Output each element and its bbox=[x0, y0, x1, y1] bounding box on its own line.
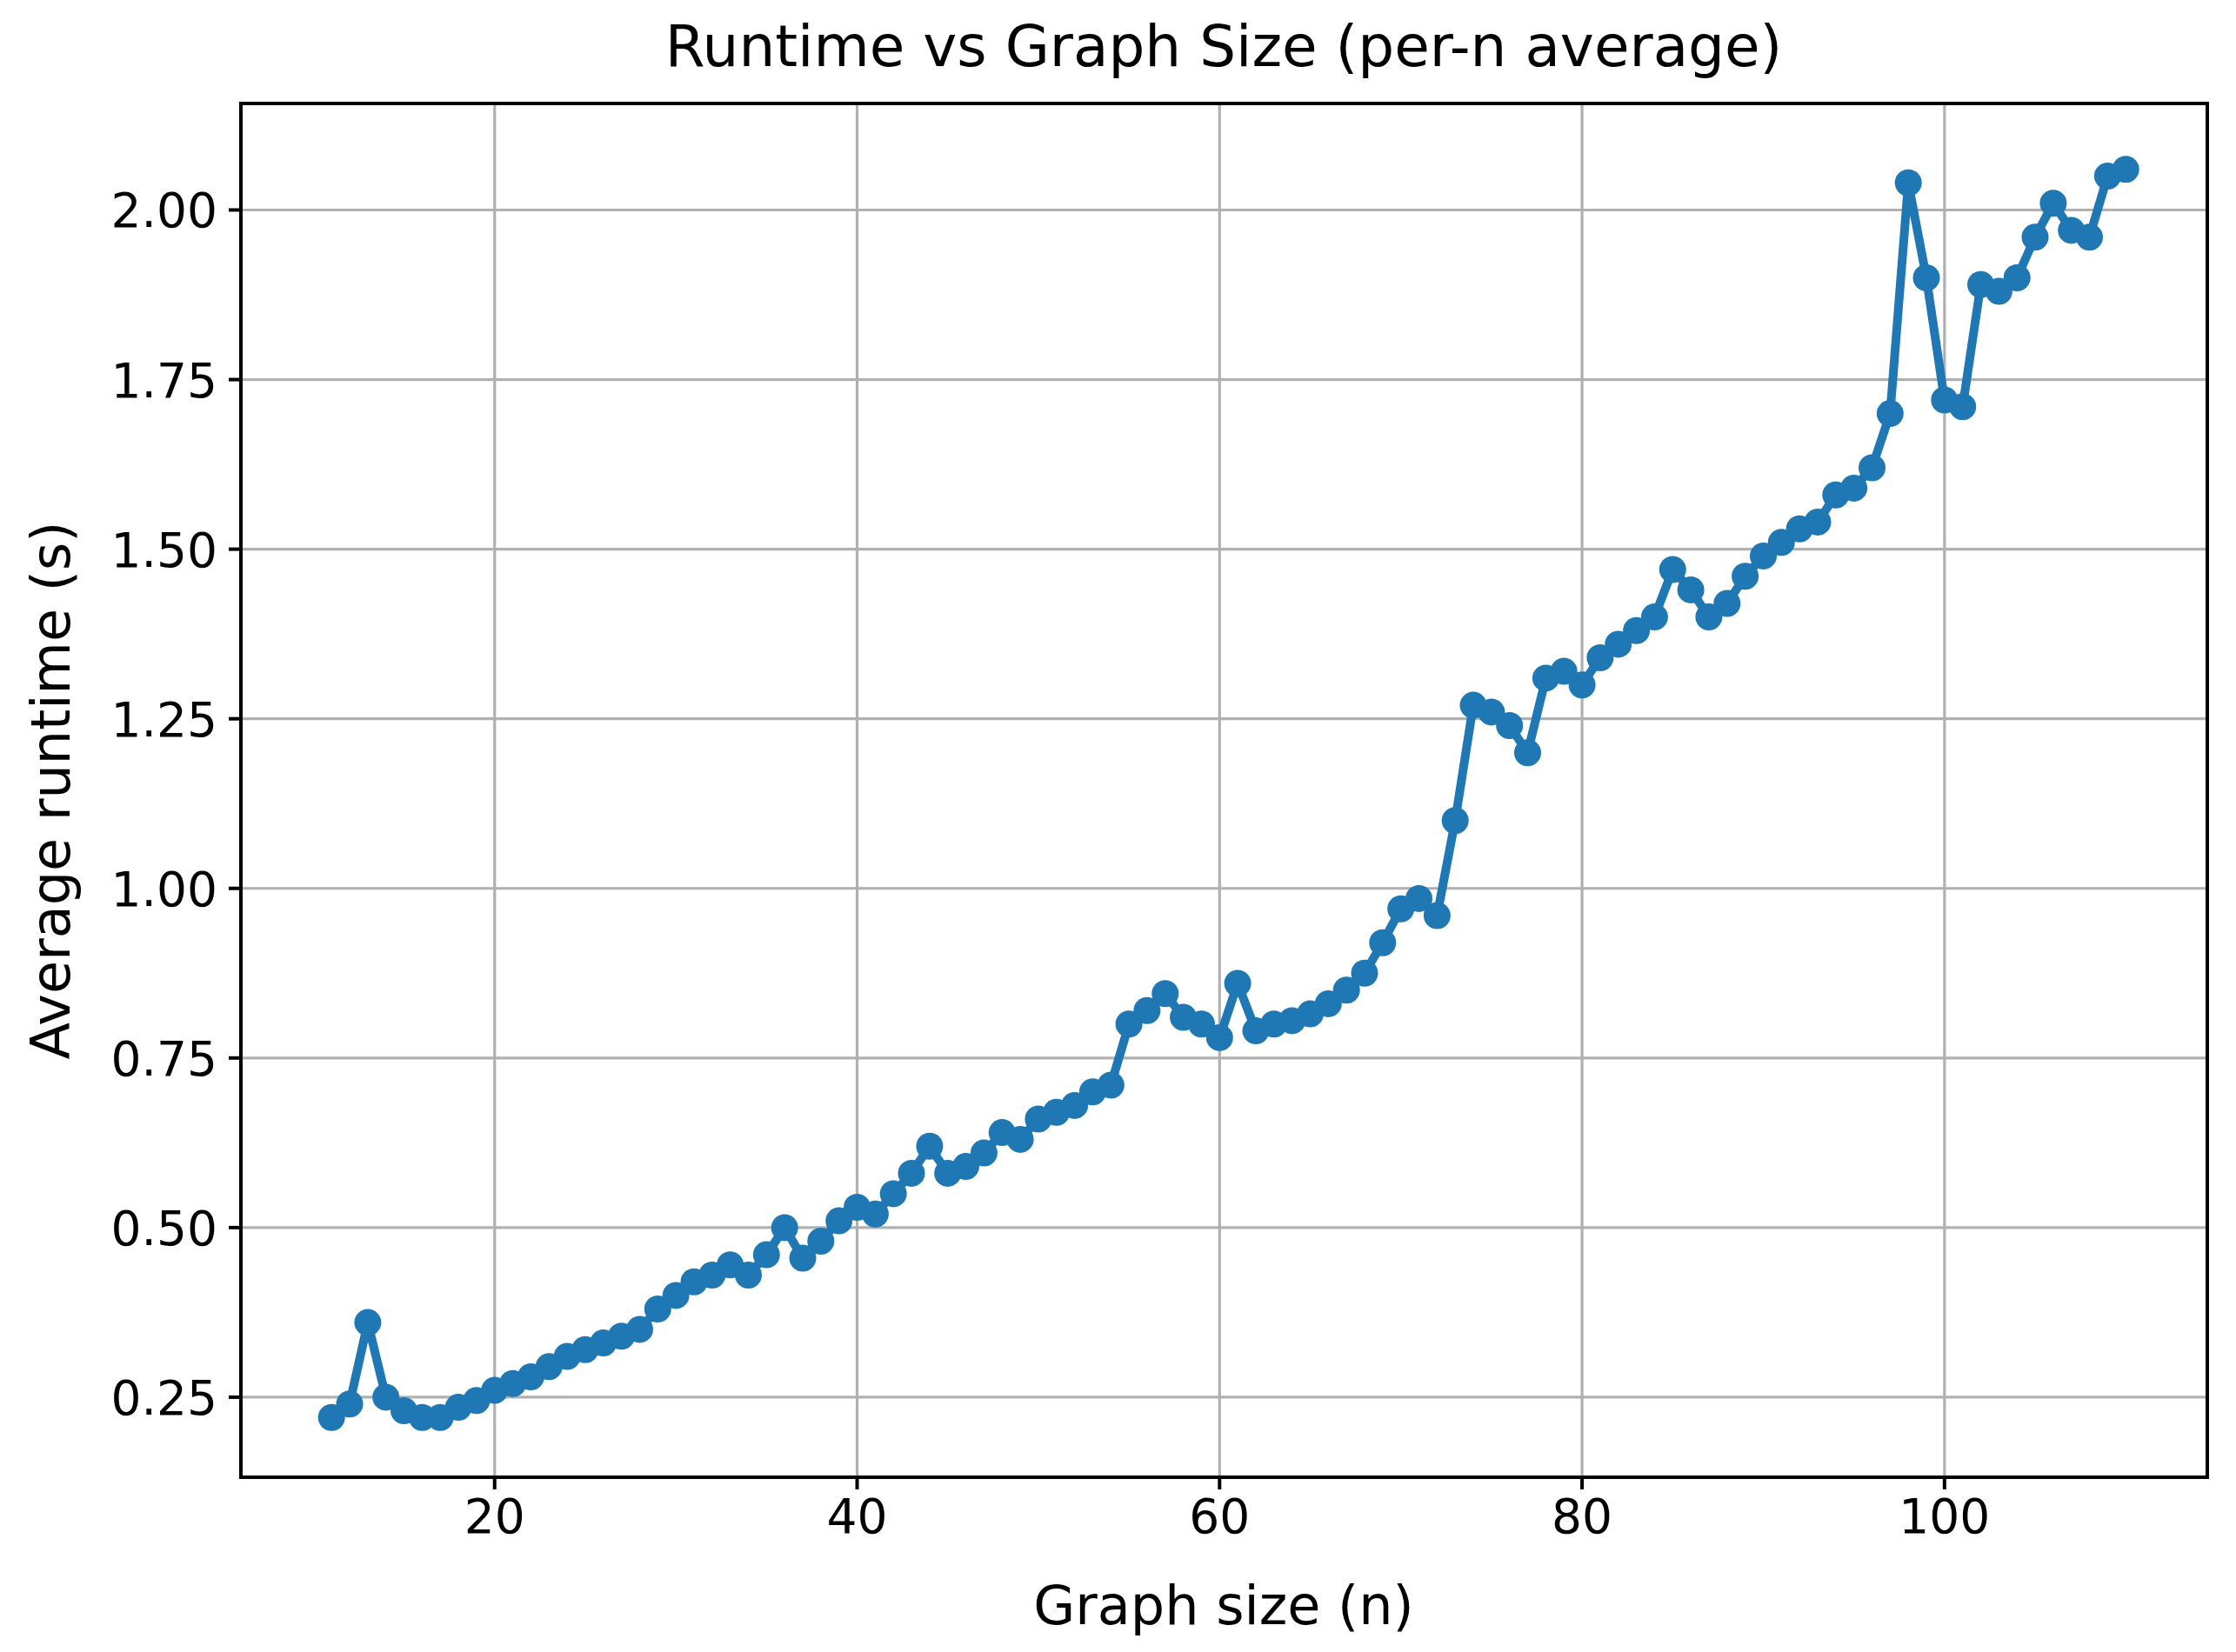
data-point bbox=[1514, 739, 1541, 766]
x-tick-label: 40 bbox=[827, 1489, 888, 1544]
y-tick-label: 1.25 bbox=[111, 692, 217, 748]
data-point bbox=[1659, 556, 1686, 583]
data-point bbox=[753, 1242, 780, 1269]
x-tick-labels: 20 40 60 80 100 bbox=[464, 1489, 1991, 1544]
y-tick-label: 1.75 bbox=[111, 353, 217, 409]
data-point bbox=[337, 1390, 364, 1417]
data-point bbox=[1840, 475, 1867, 502]
data-point bbox=[1913, 264, 1940, 291]
x-axis-label: Graph size (n) bbox=[1033, 1574, 1413, 1637]
data-point bbox=[1206, 1024, 1233, 1051]
x-tick-label: 80 bbox=[1552, 1489, 1612, 1544]
y-tick-label: 0.25 bbox=[111, 1370, 217, 1426]
data-point bbox=[1895, 170, 1922, 197]
data-point bbox=[862, 1201, 889, 1228]
plot-area bbox=[241, 103, 2207, 1477]
data-point bbox=[1098, 1072, 1125, 1099]
x-tick-label: 100 bbox=[1899, 1489, 1990, 1544]
data-point bbox=[1496, 712, 1523, 739]
data-point bbox=[1369, 929, 1396, 956]
data-point bbox=[2113, 156, 2139, 183]
data-point bbox=[771, 1214, 798, 1241]
y-tick-label: 0.75 bbox=[111, 1031, 217, 1087]
data-point bbox=[2004, 264, 2031, 291]
data-point bbox=[1424, 903, 1451, 929]
figure: 20 40 60 80 100 0.25 0.50 0.75 1.00 1.25 1.50 1.75… bbox=[0, 0, 2236, 1652]
data-point bbox=[1151, 980, 1178, 1007]
data-point bbox=[898, 1160, 925, 1187]
data-point bbox=[1641, 603, 1668, 630]
data-point bbox=[2076, 223, 2103, 250]
data-point bbox=[1713, 590, 1740, 617]
y-tick-label: 1.50 bbox=[111, 523, 217, 578]
data-point bbox=[916, 1133, 943, 1160]
x-tick-label: 20 bbox=[464, 1489, 525, 1544]
data-point bbox=[1569, 671, 1596, 698]
y-tick-labels: 0.25 0.50 0.75 1.00 1.25 1.50 1.75 2.00 bbox=[111, 183, 217, 1425]
data-point bbox=[626, 1316, 653, 1342]
data-point bbox=[807, 1228, 834, 1255]
data-point bbox=[1805, 509, 1832, 536]
y-axis-label: Average runtime (s) bbox=[19, 522, 83, 1060]
y-tick-label: 0.50 bbox=[111, 1201, 217, 1256]
data-point bbox=[1732, 563, 1759, 590]
data-point bbox=[1877, 400, 1904, 427]
chart-canvas: 20 40 60 80 100 0.25 0.50 0.75 1.00 1.25 1.50 1.75… bbox=[0, 0, 2236, 1652]
data-point bbox=[1007, 1126, 1034, 1153]
data-point bbox=[2039, 190, 2066, 216]
data-point bbox=[1859, 455, 1886, 482]
data-point bbox=[1949, 393, 1976, 420]
y-tick-label: 1.00 bbox=[111, 862, 217, 917]
data-point bbox=[2022, 223, 2049, 250]
data-point bbox=[735, 1262, 762, 1289]
data-point bbox=[1225, 970, 1251, 997]
data-point bbox=[971, 1140, 998, 1167]
data-point bbox=[1442, 807, 1469, 834]
data-point bbox=[1678, 576, 1705, 603]
data-point bbox=[354, 1309, 381, 1336]
chart-title: Runtime vs Graph Size (per-n average) bbox=[665, 13, 1783, 80]
data-point bbox=[880, 1180, 907, 1207]
data-point bbox=[1352, 960, 1378, 987]
y-tick-label: 2.00 bbox=[111, 183, 217, 238]
x-tick-label: 60 bbox=[1189, 1489, 1250, 1544]
